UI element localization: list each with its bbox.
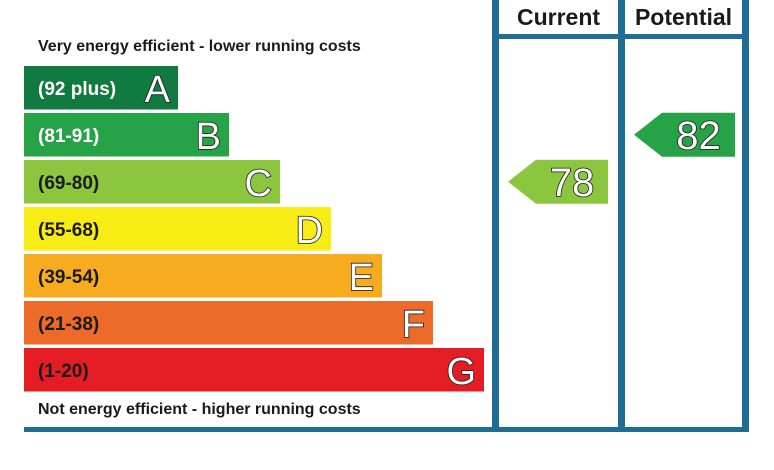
band-c-bar (24, 160, 280, 204)
band-b-range: (81-91) (38, 126, 99, 147)
band-g-bar (24, 348, 484, 392)
bottom-caption: Not energy efficient - higher running co… (38, 401, 361, 418)
frame-bottom-rule (24, 427, 749, 432)
band-f-range: (21-38) (38, 314, 99, 335)
rating-arrows: 78 82 (508, 112, 735, 206)
band-b-bar (24, 113, 229, 157)
frame-divider-3 (742, 0, 749, 432)
frame-layer (24, 0, 749, 432)
band-c-range: (69-80) (38, 173, 99, 194)
band-a-bar (24, 66, 178, 110)
column-header-potential: Potential (635, 4, 732, 30)
band-b-letter: B (196, 116, 221, 158)
band-g-letter: G (446, 351, 476, 393)
bands-layer: (92 plus) A (81-91) B (69-80) C (55-68) D (39-54… (24, 66, 484, 394)
band-a-range: (92 plus) (38, 79, 116, 100)
rating-value-current: 78 (550, 161, 595, 205)
band-c-letter: C (245, 163, 272, 205)
band-f-letter: F (402, 304, 425, 346)
band-a-letter: A (145, 69, 171, 111)
band-d-range: (55-68) (38, 220, 99, 241)
top-caption: Very energy efficient - lower running co… (38, 38, 361, 55)
band-e-letter: E (349, 257, 374, 299)
rating-value-potential: 82 (676, 114, 721, 158)
header-rule (492, 34, 749, 39)
frame-divider-1 (492, 0, 499, 432)
frame-divider-2 (618, 0, 625, 432)
band-g-range: (1-20) (38, 361, 89, 382)
column-header-current: Current (517, 4, 600, 30)
column-headers: Current Potential (517, 4, 732, 30)
band-e-bar (24, 254, 382, 298)
band-e-range: (39-54) (38, 267, 99, 288)
band-f-bar (24, 301, 433, 345)
band-d-bar (24, 207, 331, 251)
rating-arrow-current (508, 159, 608, 204)
rating-arrow-potential (634, 112, 735, 157)
band-d-letter: D (296, 210, 323, 252)
